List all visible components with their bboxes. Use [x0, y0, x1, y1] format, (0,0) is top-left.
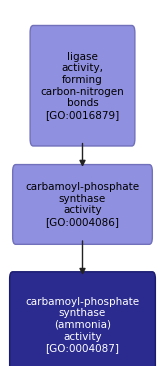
Text: carbamoyl-phosphate
synthase
(ammonia)
activity
[GO:0004087]: carbamoyl-phosphate synthase (ammonia) a…: [25, 297, 140, 353]
FancyBboxPatch shape: [13, 165, 152, 244]
FancyBboxPatch shape: [10, 272, 155, 377]
Text: ligase
activity,
forming
carbon-nitrogen
bonds
[GO:0016879]: ligase activity, forming carbon-nitrogen…: [41, 52, 124, 120]
Text: carbamoyl-phosphate
synthase
activity
[GO:0004086]: carbamoyl-phosphate synthase activity [G…: [25, 182, 140, 227]
FancyBboxPatch shape: [30, 26, 135, 146]
